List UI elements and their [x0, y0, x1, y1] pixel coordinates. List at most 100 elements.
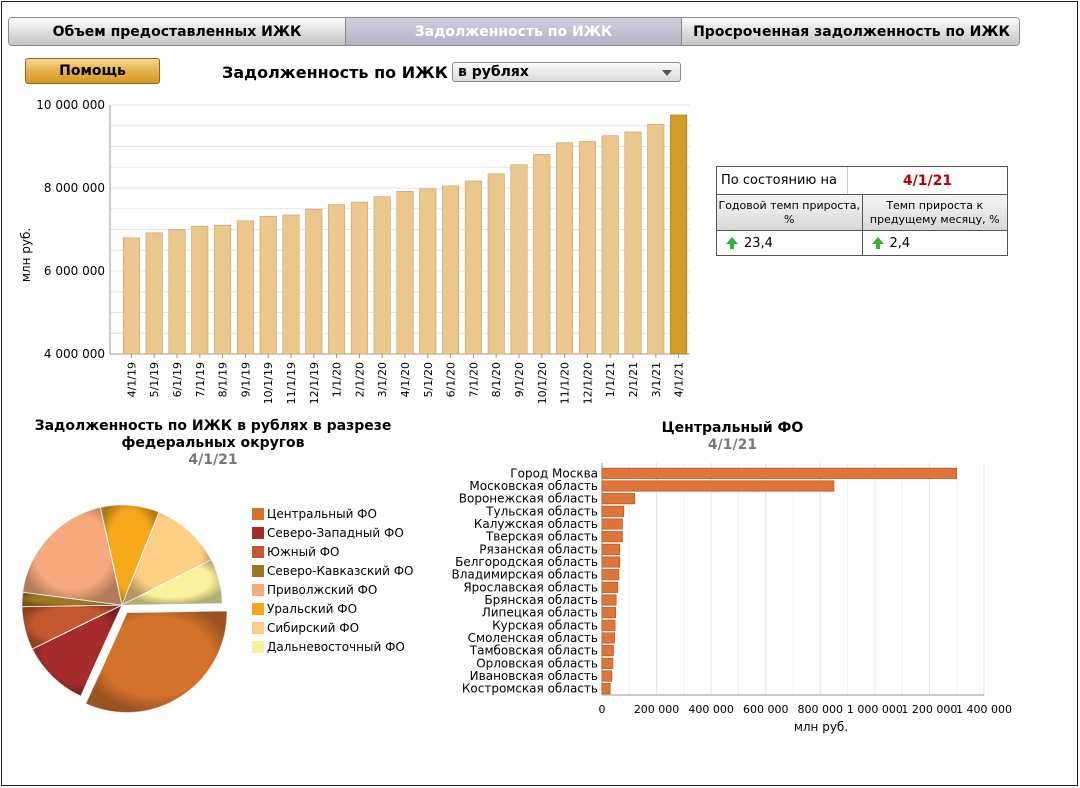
- category-label: Ярославская область: [463, 580, 598, 594]
- hbar: [601, 670, 613, 682]
- x-tick-label: 6/1/19: [171, 362, 184, 397]
- hbar: [601, 505, 625, 517]
- hbar: [601, 543, 621, 555]
- x-tick-label: 4/1/21: [673, 362, 686, 397]
- legend-swatch: [252, 507, 264, 520]
- pie-title: Задолженность по ИЖК в рублях в разрезе …: [34, 418, 392, 451]
- bar: [282, 214, 300, 355]
- bar: [601, 135, 619, 355]
- x-tick-label: 5/1/19: [148, 362, 161, 397]
- x-tick-label: 1/1/21: [604, 362, 617, 397]
- hbar: [601, 645, 614, 657]
- legend-label: Центральный ФО: [267, 506, 377, 521]
- bar: [214, 225, 232, 355]
- hbar: [601, 467, 958, 479]
- x-tick-label: 0: [599, 703, 606, 716]
- x-tick-label: 7/1/20: [467, 362, 480, 397]
- category-label: Воронежская область: [459, 492, 598, 506]
- legend-swatch: [252, 526, 264, 539]
- pie-date: 4/1/21: [188, 452, 238, 468]
- category-label: Владимирская область: [452, 568, 598, 582]
- x-tick-label: 12/1/19: [308, 362, 321, 404]
- bar: [328, 204, 346, 355]
- bar: [305, 208, 323, 355]
- y-tick-label: 6 000 000: [44, 264, 105, 278]
- as-of-label: По состоянию на: [721, 173, 837, 188]
- category-label: Тверская область: [485, 530, 598, 544]
- legend-swatch: [252, 545, 264, 558]
- pie-slice-shade: [122, 559, 222, 605]
- annual-growth-header: Годовой темп прироста, %: [717, 195, 863, 230]
- bar: [533, 154, 551, 355]
- x-tick-label: 11/1/19: [285, 362, 298, 404]
- pie-slice-shade: [122, 512, 212, 605]
- x-axis-label: млн руб.: [794, 720, 848, 734]
- x-tick-label: 4/1/20: [399, 362, 412, 397]
- hbar: [601, 632, 615, 644]
- hbar: [601, 657, 614, 669]
- x-tick-label: 10/1/20: [536, 362, 549, 404]
- legend-item: Северо-Кавказский ФО: [252, 561, 413, 580]
- help-button[interactable]: Помощь: [25, 58, 160, 84]
- bar: [350, 201, 368, 355]
- bar: [578, 141, 596, 355]
- hbar: [601, 607, 616, 619]
- category-label: Ивановская область: [470, 669, 598, 683]
- legend-item: Северо-Западный ФО: [252, 523, 413, 542]
- annual-growth-cell: 23,4: [717, 231, 863, 255]
- category-label: Смоленская область: [468, 631, 598, 645]
- tab-issued-volume[interactable]: Объем предоставленных ИЖК: [9, 18, 346, 45]
- category-label: Липецкая область: [482, 606, 598, 620]
- tab-overdue-debt[interactable]: Просроченная задолженность по ИЖК: [682, 18, 1019, 45]
- bar: [396, 191, 414, 355]
- x-tick-label: 3/1/20: [376, 362, 389, 397]
- hbar: [601, 569, 620, 581]
- category-label: Калужская область: [474, 517, 598, 531]
- legend-swatch: [252, 640, 264, 653]
- chart-title: Задолженность по ИЖК: [222, 63, 448, 82]
- bar: [145, 232, 163, 355]
- legend-item: Южный ФО: [252, 542, 413, 561]
- arrow-up-icon: [871, 237, 884, 249]
- tab-bar: Объем предоставленных ИЖК Задолженность …: [8, 17, 1020, 46]
- legend-label: Дальневосточный ФО: [267, 639, 405, 654]
- x-tick-label: 1 200 000: [901, 703, 957, 716]
- pie-slice-shade: [85, 610, 227, 713]
- category-label: Город Москва: [510, 466, 598, 480]
- hbar: [601, 556, 621, 568]
- legend-label: Уральский ФО: [267, 601, 358, 616]
- category-label: Орловская область: [476, 656, 598, 670]
- tab-debt[interactable]: Задолженность по ИЖК: [346, 18, 682, 45]
- hbar: [601, 683, 611, 695]
- x-tick-label: 6/1/20: [445, 362, 458, 397]
- x-tick-label: 9/1/20: [513, 362, 526, 397]
- x-tick-label: 11/1/20: [559, 362, 572, 404]
- unit-select[interactable]: в рублях: [452, 62, 681, 82]
- x-tick-label: 10/1/19: [262, 362, 275, 404]
- info-table: По состоянию на 4/1/21 Годовой темп прир…: [716, 166, 1008, 256]
- bar: [373, 196, 391, 355]
- x-tick-label: 4/1/19: [125, 362, 138, 397]
- category-label: Курская область: [492, 618, 598, 632]
- pie-slice-shade: [32, 605, 122, 697]
- x-tick-label: 9/1/19: [239, 362, 252, 397]
- bar: [670, 114, 688, 355]
- x-tick-label: 800 000: [798, 703, 844, 716]
- pie-legend: Центральный ФО Северо-Западный ФО Южный ФО…: [252, 504, 413, 656]
- category-label: Рязанская область: [479, 542, 598, 556]
- legend-label: Южный ФО: [267, 544, 340, 559]
- x-tick-label: 200 000: [634, 703, 680, 716]
- bar: [122, 237, 140, 355]
- bar: [442, 185, 460, 355]
- legend-item: Дальневосточный ФО: [252, 637, 413, 656]
- category-label: Белгородская область: [455, 555, 598, 569]
- arrow-up-icon: [726, 237, 738, 249]
- annual-growth-value: 23,4: [744, 235, 773, 251]
- bar: [624, 131, 642, 355]
- y-tick-label: 4 000 000: [44, 347, 105, 361]
- x-tick-label: 12/1/20: [581, 362, 594, 404]
- monthly-growth-value: 2,4: [889, 235, 911, 251]
- hbar: [601, 493, 636, 505]
